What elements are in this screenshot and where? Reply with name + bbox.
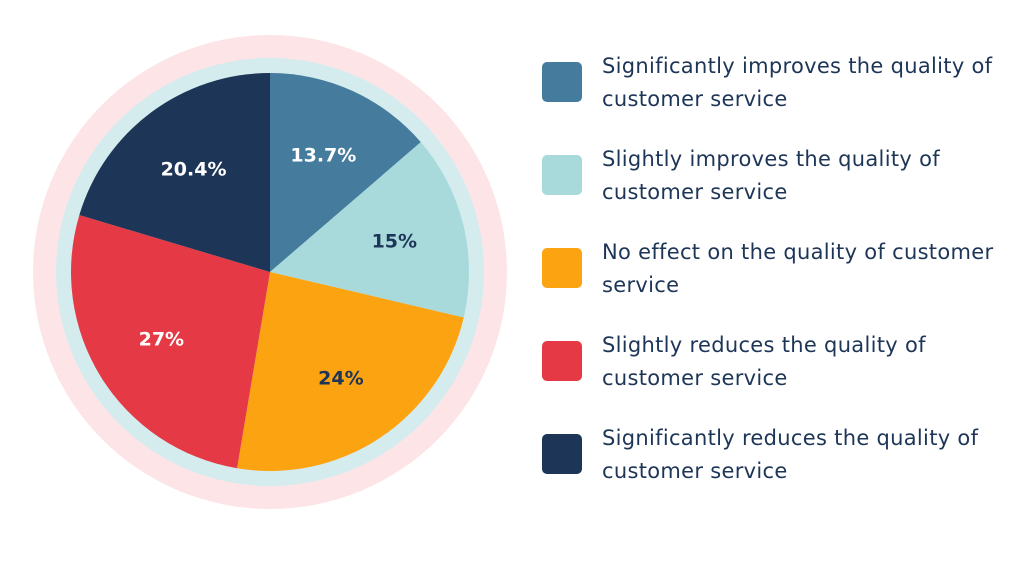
legend-swatch	[542, 155, 582, 195]
legend-item-3: No effect on the quality of customer ser…	[540, 236, 1010, 316]
pie-slice-labels: 13.7% 15% 24% 27% 20.4%	[139, 145, 417, 390]
legend-swatch	[542, 341, 582, 381]
legend-item-4: Slightly reduces the quality of customer…	[540, 329, 1010, 409]
legend-swatch	[542, 434, 582, 474]
pie-slices	[71, 73, 469, 471]
pie-chart: 13.7% 15% 24% 27% 20.4%	[33, 35, 507, 509]
pie-slice-3	[237, 272, 464, 471]
pie-slice-label-1: 13.7%	[290, 145, 356, 167]
pie-slice-1	[270, 73, 421, 272]
pie-slice-label-5: 20.4%	[161, 158, 227, 180]
legend-item-5: Significantly reduces the quality of cus…	[540, 422, 1010, 502]
pie-slice-2	[270, 142, 469, 318]
legend-item-1: Significantly improves the quality of cu…	[540, 50, 1010, 130]
legend-label: Slightly reduces the quality of customer…	[602, 333, 926, 390]
legend-label: Significantly improves the quality of cu…	[602, 54, 993, 111]
pie-slice-label-3: 24%	[318, 368, 363, 390]
pie-slice-label-4: 27%	[139, 329, 184, 351]
legend-swatch	[542, 248, 582, 288]
legend-label: Slightly improves the quality of custome…	[602, 147, 940, 204]
pie-slice-5	[79, 73, 270, 272]
legend-item-2: Slightly improves the quality of custome…	[540, 143, 1010, 223]
pie-slice-label-2: 15%	[372, 231, 417, 253]
legend-swatch	[542, 62, 582, 102]
pie-slice-4	[71, 215, 270, 469]
legend-label: No effect on the quality of customer ser…	[602, 240, 994, 297]
legend-label: Significantly reduces the quality of cus…	[602, 426, 979, 483]
